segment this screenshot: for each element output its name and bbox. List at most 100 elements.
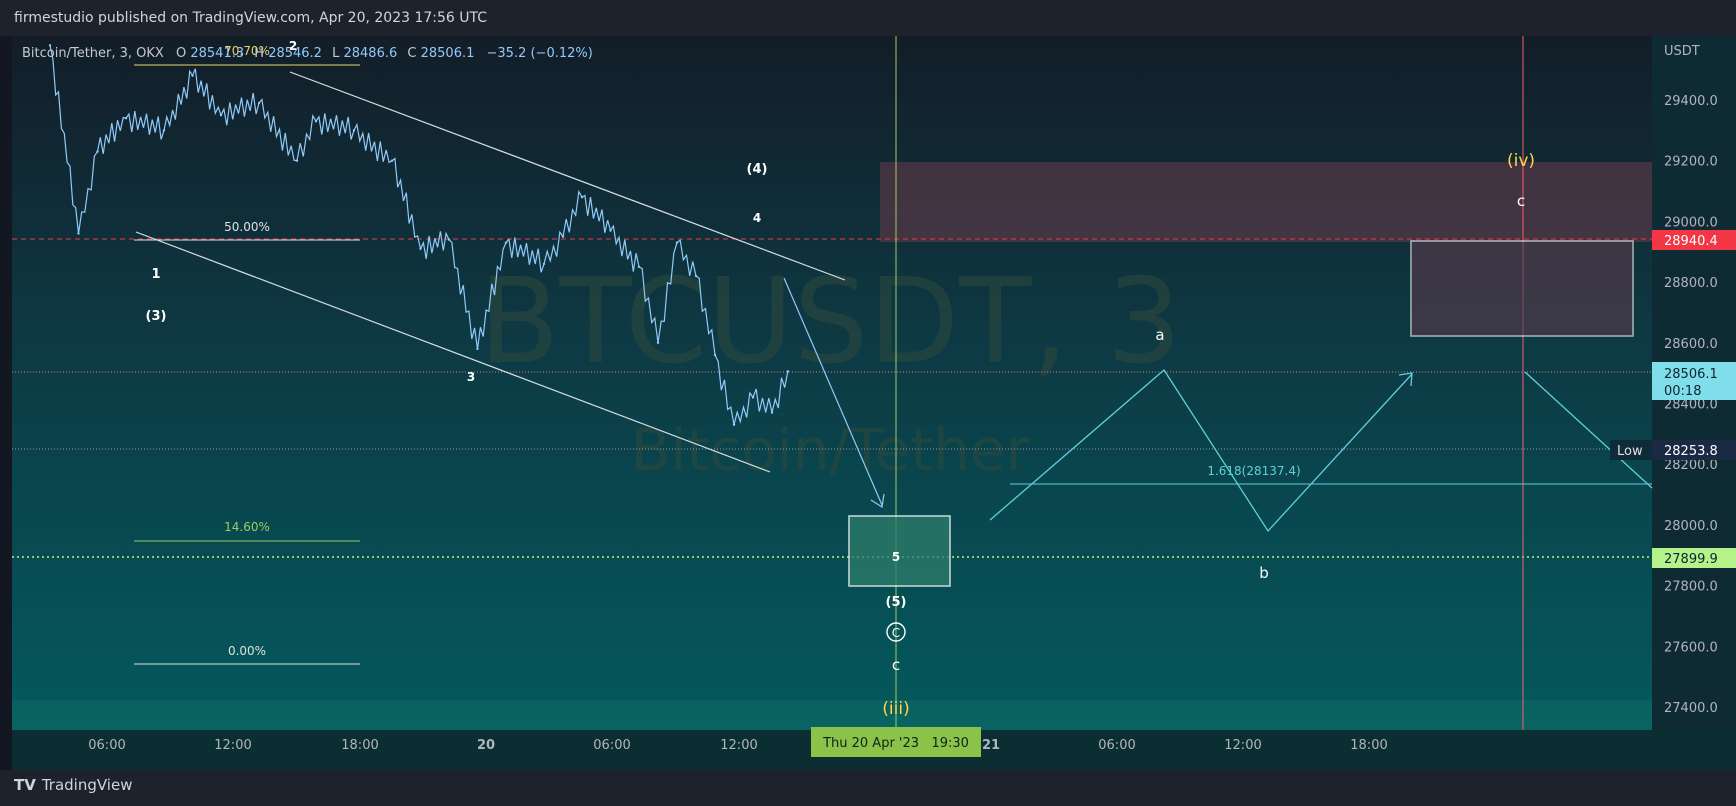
fib-50-label: 50.00% — [224, 220, 270, 234]
price-tick-8: 27800.0 — [1664, 580, 1718, 595]
channel-lower[interactable] — [135, 231, 771, 473]
legend-c-value: 28506.1 — [421, 46, 475, 61]
fib-0-label: 0.00% — [228, 644, 266, 658]
cursor-time-tag: Thu 20 Apr '23 19:30 — [822, 736, 969, 751]
wave-label-proj-c: c — [1517, 192, 1525, 210]
wave-label-2: 2 — [289, 39, 297, 53]
price-point-2 — [96, 150, 99, 153]
resistance-tag: 28940.4 — [1664, 234, 1718, 249]
time-tick-3: 20 — [477, 738, 495, 753]
watermark-ticker: BTCUSDT, 3 — [479, 252, 1182, 390]
watermark-name: Bitcoin/Tether — [631, 416, 1030, 484]
wave-label-iii: (iii) — [882, 699, 909, 719]
price-point-8 — [295, 159, 299, 162]
wave-label-1: 1 — [151, 267, 160, 282]
legend-l-label: L — [332, 46, 340, 61]
legend-symbol: Bitcoin/Tether, 3, OKX — [22, 46, 164, 61]
resistance-zone[interactable] — [880, 162, 1652, 242]
legend-h-label: H — [254, 46, 264, 61]
price-point-23 — [694, 274, 698, 278]
publish-line: firmestudio published on TradingView.com… — [14, 10, 488, 26]
price-point-16 — [542, 262, 546, 266]
time-tick-9: 18:00 — [1350, 738, 1387, 753]
low-label-bg[interactable] — [1610, 440, 1652, 460]
price-point-26 — [751, 396, 755, 399]
price-tick-10: 27400.0 — [1664, 701, 1718, 716]
time-tick-1: 12:00 — [214, 738, 251, 753]
legend-change: −35.2 (−0.12%) — [487, 46, 593, 61]
price-tick-4: 28600.0 — [1664, 337, 1718, 352]
price-tick-1: 29200.0 — [1664, 155, 1718, 170]
price-point-9 — [314, 120, 318, 123]
price-point-12 — [419, 247, 422, 250]
publish-header: firmestudio published on TradingView.com… — [0, 0, 1736, 36]
price-axis-currency: USDT — [1664, 44, 1700, 59]
time-tick-0: 06:00 — [88, 738, 125, 753]
wave-label-3-paren: (3) — [146, 309, 167, 324]
wave-label-proj-a: a — [1155, 326, 1164, 344]
price-point-28 — [786, 370, 790, 373]
target-tag-bg[interactable] — [1652, 548, 1736, 568]
resistance-tag-bg[interactable] — [1652, 230, 1736, 250]
wave5-arrow-head — [870, 493, 885, 508]
channel-upper[interactable] — [289, 71, 846, 281]
fib-707-label: 70.70% — [224, 44, 270, 58]
low-tag: 28253.8 — [1664, 444, 1718, 459]
bottom-band — [12, 700, 1652, 730]
wave-label-4: 4 — [753, 211, 761, 225]
time-tick-7: 06:00 — [1098, 738, 1135, 753]
price-series — [48, 44, 790, 426]
legend-o-value: 28541.3 — [190, 46, 244, 61]
price-point-14 — [476, 347, 479, 351]
wave-label-4-paren: (4) — [747, 162, 768, 177]
price-point-21 — [656, 341, 660, 344]
countdown-tag: 00:18 — [1664, 384, 1701, 399]
legend-o-label: O — [176, 46, 186, 61]
price-tick-0: 29400.0 — [1664, 94, 1718, 109]
price-point-3 — [124, 117, 128, 120]
wave-label-proj-b: b — [1259, 564, 1269, 582]
projection-box[interactable] — [1410, 240, 1634, 337]
price-point-15 — [504, 241, 508, 244]
wave-label-5-paren: (5) — [886, 595, 907, 610]
price-point-7 — [257, 101, 261, 105]
projection-path-1[interactable] — [989, 369, 1413, 533]
tradingview-brand[interactable]: TV TradingView — [14, 776, 132, 794]
price-point-0 — [48, 44, 52, 47]
price-point-11 — [390, 159, 394, 162]
target-zone[interactable] — [848, 515, 951, 587]
low-label: Low — [1617, 444, 1643, 459]
fib-146-label: 14.60% — [224, 520, 270, 534]
price-ticks: 29400.0 29200.0 29000.0 28800.0 28600.0 28400… — [1664, 94, 1718, 716]
brand-name: TradingView — [41, 776, 133, 794]
wave-label-3: 3 — [467, 370, 475, 384]
wave-label-iv: (iv) — [1507, 151, 1535, 171]
wave-label-circled-c: C — [892, 626, 900, 640]
time-tick-4: 06:00 — [593, 738, 630, 753]
price-point-25 — [732, 423, 736, 426]
legend-h-value: 28546.2 — [268, 46, 322, 61]
price-tick-3: 28800.0 — [1664, 276, 1718, 291]
price-point-24 — [713, 353, 717, 357]
projection-path-2[interactable] — [1524, 371, 1653, 489]
price-line[interactable] — [49, 45, 789, 425]
wave-label-c-bottom: c — [892, 656, 900, 674]
time-tick-2: 18:00 — [341, 738, 378, 753]
legend-line: Bitcoin/Tether, 3, OKX O 28541.3 H 28546… — [22, 46, 593, 61]
price-tick-9: 27600.0 — [1664, 640, 1718, 655]
wave5-arrow-line[interactable] — [783, 277, 883, 506]
price-point-20 — [637, 265, 641, 269]
circled-c-ring — [886, 622, 906, 642]
plot-area[interactable] — [12, 36, 1652, 730]
last-price-tag-bg[interactable] — [1652, 362, 1736, 400]
low-tag-bg[interactable] — [1652, 440, 1736, 460]
price-point-6 — [219, 113, 223, 117]
price-tick-6: 28200.0 — [1664, 458, 1718, 473]
price-point-1 — [77, 232, 80, 235]
cursor-time-tag-bg[interactable] — [811, 727, 981, 757]
price-tick-2: 29000.0 — [1664, 215, 1718, 230]
legend-l-value: 28486.6 — [343, 46, 397, 61]
target-tag: 27899.9 — [1664, 552, 1718, 567]
fib-ext-label: 1.618(28137.4) — [1207, 464, 1300, 478]
